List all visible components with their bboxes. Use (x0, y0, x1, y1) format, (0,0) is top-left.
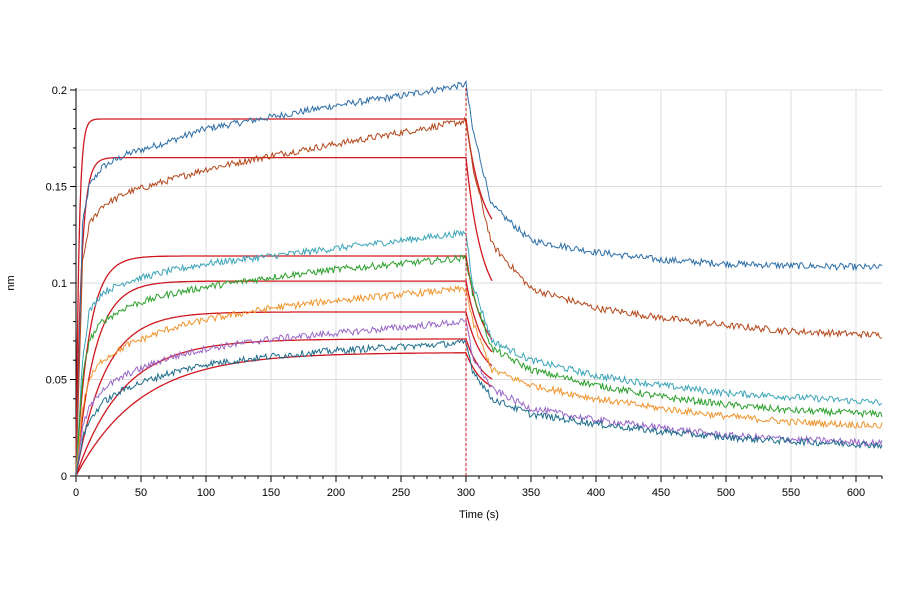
x-tick-label: 150 (262, 487, 280, 499)
fit-curve-4 (75, 280, 493, 477)
x-tick-label: 0 (73, 487, 79, 499)
axes (70, 88, 883, 482)
y-tick-label: 0.1 (52, 278, 67, 290)
data-series-2 (75, 116, 882, 477)
data-series-3 (75, 229, 883, 477)
x-tick-label: 350 (522, 487, 540, 499)
fit-curve-5 (75, 311, 493, 477)
x-tick-label: 400 (587, 487, 605, 499)
x-axis-label: Time (s) (459, 509, 499, 521)
x-tick-label: 200 (327, 487, 345, 499)
fit-curves (75, 118, 493, 477)
tick-labels: 0 50 100 150 200 250 300 350 400 450 500 550 600 0 0.0… (46, 85, 866, 499)
fit-curve-2 (75, 156, 493, 477)
x-tick-label: 100 (197, 487, 215, 499)
x-tick-label: 500 (717, 487, 735, 499)
x-tick-label: 450 (652, 487, 670, 499)
y-tick-label: 0.2 (52, 85, 67, 97)
data-series-7 (75, 339, 883, 477)
x-tick-label: 600 (847, 487, 865, 499)
data-series-1 (75, 79, 883, 477)
x-tick-label: 550 (782, 487, 800, 499)
x-tick-label: 300 (457, 487, 475, 499)
data-series (75, 79, 883, 477)
y-tick-label: 0.15 (46, 182, 67, 194)
grid-lines (76, 89, 882, 476)
x-tick-label: 250 (392, 487, 410, 499)
data-series-5 (75, 284, 883, 477)
data-series-4 (75, 254, 883, 477)
y-tick-label: 0 (61, 471, 67, 483)
fit-curve-6 (75, 338, 493, 477)
x-tick-label: 50 (135, 487, 147, 499)
y-axis-label: nm (5, 275, 17, 290)
data-series-6 (75, 318, 883, 477)
y-tick-label: 0.05 (46, 375, 67, 387)
fit-curve-1 (75, 118, 493, 477)
fit-curve-3 (75, 255, 493, 477)
